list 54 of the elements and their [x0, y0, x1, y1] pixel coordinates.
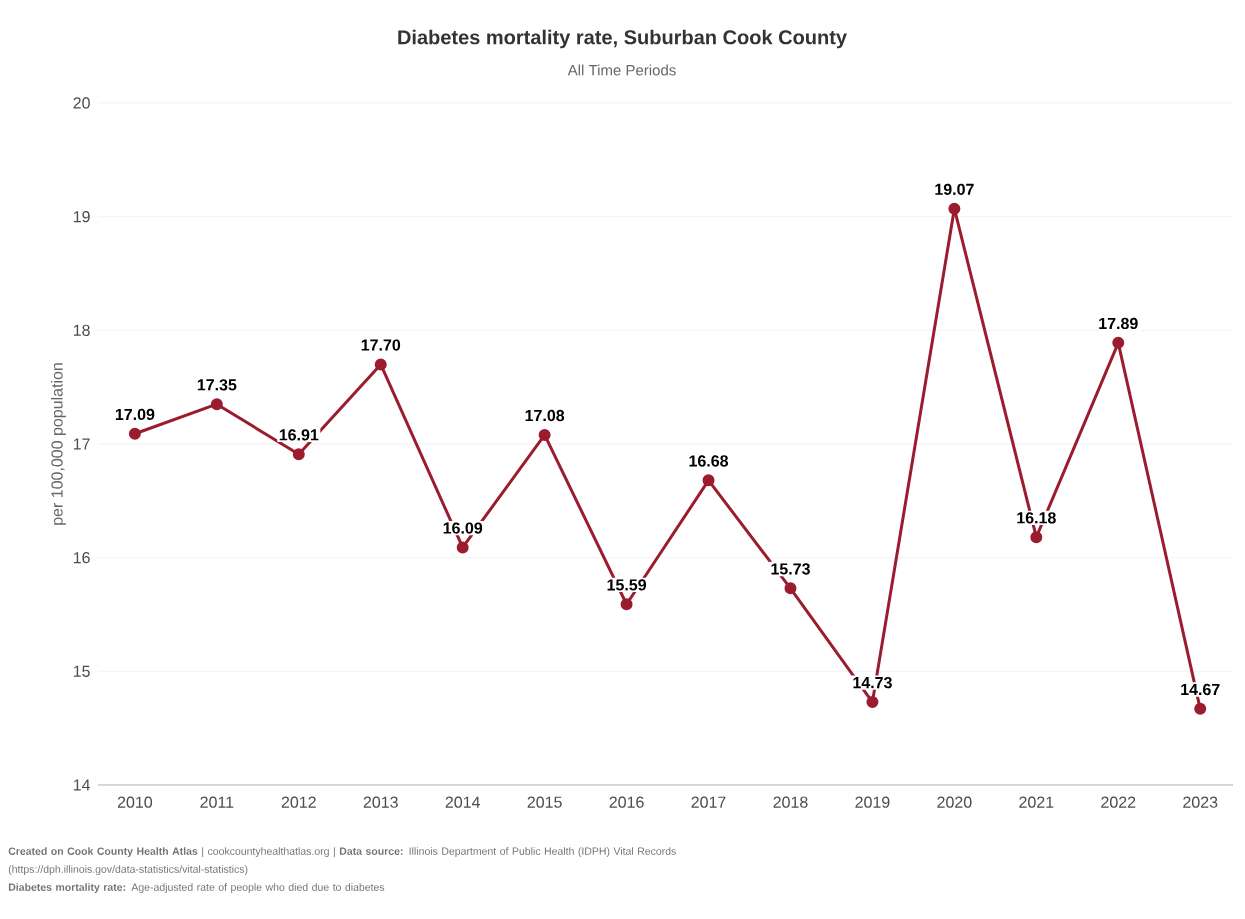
point	[1030, 531, 1043, 544]
y-tick-label: 16	[73, 551, 90, 564]
text: Created on Cook County Health Atlas | cookcountyhealthatlas.org | Data source: Illinois Department of Public Health (IDPH) Vital Records (https://dph.illinois.gov/data-statistics/vital-statistics)	[8, 847, 676, 875]
point	[948, 202, 961, 215]
data-label: 14.67	[1181, 683, 1220, 696]
data-label: 17.89	[1099, 317, 1138, 330]
data-label: 16.91	[279, 429, 319, 441]
point	[702, 474, 715, 487]
point	[1112, 336, 1125, 349]
data-label: 16.68	[689, 455, 729, 467]
x-tick-label: 2021	[1019, 796, 1054, 808]
data-label: 16.09	[443, 522, 483, 534]
point	[456, 541, 469, 554]
data-label: 15.59	[607, 579, 647, 591]
point	[128, 427, 141, 440]
x-tick-label: 2017	[691, 796, 726, 808]
data-label: 17.70	[361, 339, 401, 351]
point	[210, 398, 223, 411]
data-label: 19.07	[935, 183, 974, 195]
point	[784, 582, 797, 595]
x-tick-label: 2022	[1101, 796, 1136, 808]
x-tick-label: 2020	[937, 796, 972, 808]
x-tick-label: 2010	[117, 796, 153, 808]
text: Diabetes mortality rate: Age-adjusted rate of people who died due to diabetes	[8, 883, 385, 893]
point	[374, 358, 387, 371]
data-label: 17.35	[197, 379, 237, 391]
chart-subtitle: All Time Periods	[567, 64, 676, 76]
x-tick-label: 2013	[363, 796, 398, 808]
x-tick-label: 2011	[200, 796, 234, 808]
point	[620, 598, 633, 611]
x-tick-label: 2018	[773, 796, 808, 808]
x-tick-label: 2019	[855, 796, 890, 808]
chart-title: Diabetes mortality rate, Suburban Cook County	[398, 29, 847, 49]
point	[1194, 702, 1207, 715]
data-label: 17.09	[115, 408, 155, 421]
y-tick-label: 17	[73, 438, 90, 450]
point	[538, 428, 551, 441]
x-tick-label: 2014	[445, 796, 481, 808]
x-tick-label: 2012	[281, 796, 316, 808]
y-tick-label: 14	[73, 779, 91, 791]
y-axis-title: per 100,000 population	[50, 363, 66, 525]
x-tick-label: 2016	[609, 796, 644, 808]
x-tick-label: 2023	[1183, 796, 1218, 808]
y-tick-label: 15	[73, 665, 90, 677]
data-label: 16.18	[1017, 512, 1056, 524]
y-tick-label: 18	[73, 324, 90, 336]
y-tick-label: 20	[73, 97, 90, 109]
x-tick-label: 2015	[527, 796, 562, 808]
point	[292, 448, 305, 461]
y-tick-label: 19	[73, 210, 90, 223]
data-label: 14.73	[853, 676, 892, 689]
data-label: 15.73	[771, 563, 810, 575]
data-label: 17.08	[525, 409, 565, 422]
point	[866, 696, 879, 709]
